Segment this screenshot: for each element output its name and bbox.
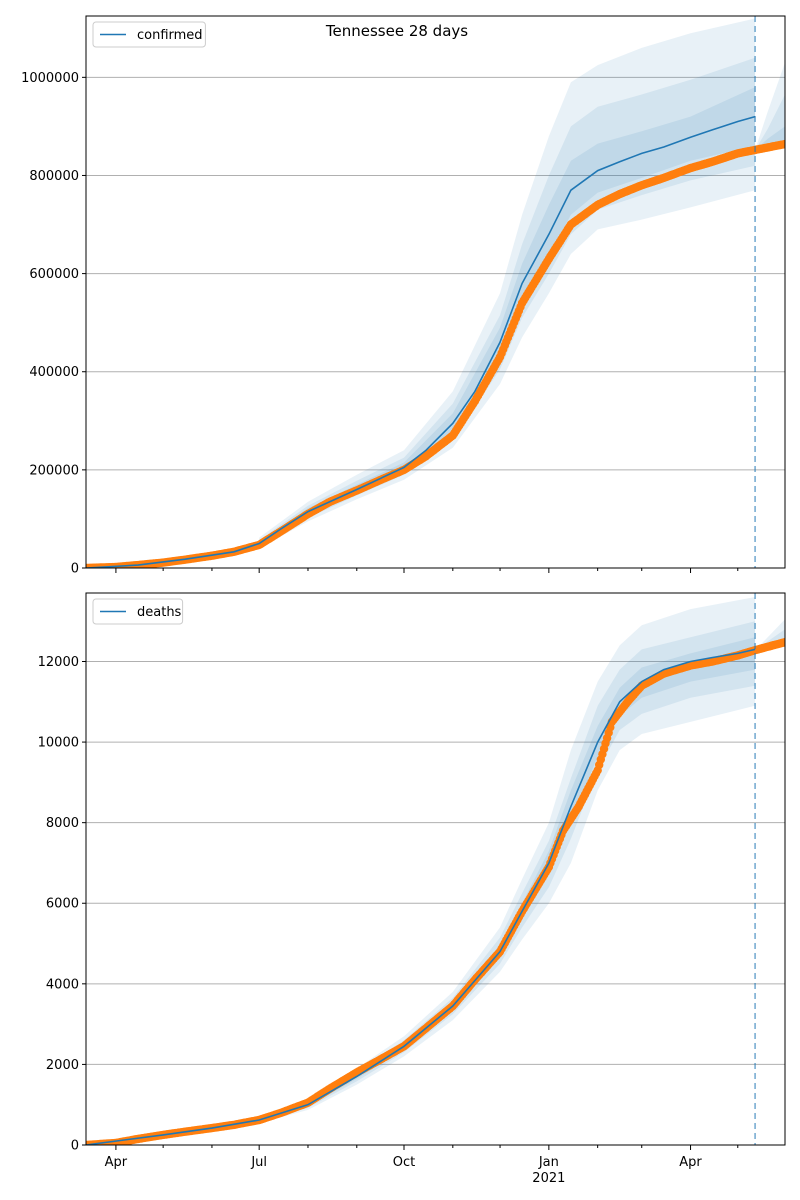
forecast-line	[86, 648, 756, 1145]
uncertainty-band	[259, 621, 756, 1122]
legend: confirmed	[92, 21, 206, 48]
y-tick-label: 10000	[38, 736, 79, 751]
uncertainty-band	[755, 94, 785, 150]
y-tick-label: 6000	[46, 897, 79, 912]
axes-frame	[85, 15, 786, 569]
plot-area	[86, 18, 785, 568]
uncertainty-band	[259, 18, 756, 549]
y-tick-label: 400000	[29, 365, 79, 380]
uncertainty-band	[259, 57, 756, 547]
y-tick-label: 800000	[29, 169, 79, 184]
chart-title: Tennessee 28 days	[325, 22, 468, 40]
x-year-label: 2021	[532, 1171, 565, 1186]
deaths-panel: 0 2000 4000 6000 8000 10000 12000 Apr Jul Oct Jan A…	[38, 592, 786, 1186]
legend-label: deaths	[137, 605, 182, 620]
legend-label: confirmed	[137, 28, 203, 43]
axes-frame	[85, 592, 786, 1146]
forecast-line	[86, 115, 756, 568]
y-tick-label: 200000	[29, 463, 79, 478]
x-tick-label: Oct	[393, 1155, 415, 1170]
legend: deaths	[92, 598, 184, 625]
uncertainty-band	[259, 87, 756, 545]
y-tick-label: 2000	[46, 1058, 79, 1073]
legend-box	[92, 598, 184, 625]
confirmed-panel: 0 200000 400000 600000 800000 1000000 confirme…	[21, 15, 786, 577]
x-tick-label: Apr	[105, 1155, 128, 1170]
y-tick-label: 8000	[46, 816, 79, 831]
y-tick-label: 4000	[46, 977, 79, 992]
uncertainty-band	[259, 597, 756, 1124]
y-tick-label: 12000	[38, 655, 79, 670]
plot-area	[86, 597, 785, 1145]
y-tick-label: 1000000	[21, 71, 79, 86]
uncertainty-band	[755, 62, 785, 150]
x-tick-label: Apr	[679, 1155, 702, 1170]
x-tick-label: Jan	[538, 1155, 559, 1170]
observed-point	[780, 638, 785, 647]
y-tick-label: 0	[71, 1139, 79, 1154]
legend-box	[92, 21, 206, 48]
y-tick-label: 600000	[29, 267, 79, 282]
x-tick-label: Jul	[250, 1155, 267, 1170]
y-tick-label: 0	[71, 562, 79, 577]
observed-point	[780, 139, 785, 149]
